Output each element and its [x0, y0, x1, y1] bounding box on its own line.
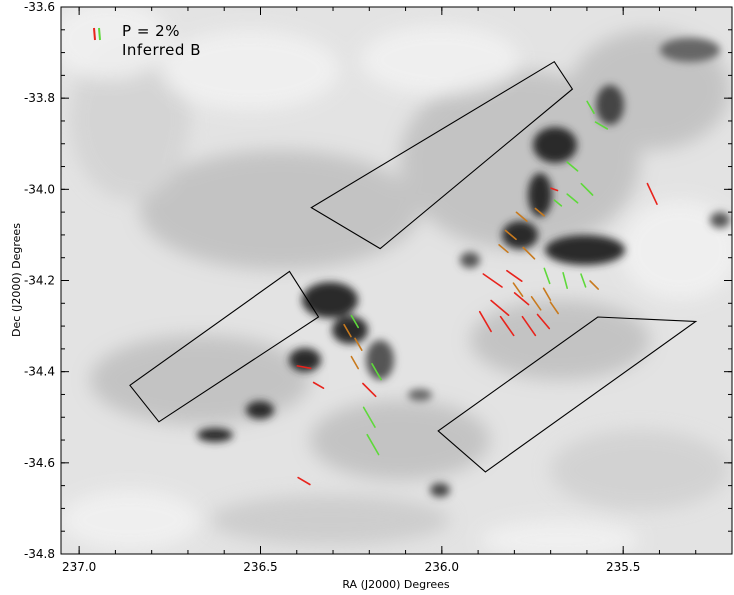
vector-orange-23 [534, 207, 545, 217]
vector-orange-40 [498, 244, 509, 254]
legend-green-bar [98, 27, 101, 41]
vector-red-17 [499, 315, 515, 337]
vector-green-34 [566, 193, 579, 204]
vector-green-35 [594, 121, 609, 130]
vector-green-9 [362, 406, 376, 428]
y-axis-title: Dec (J2000) Degrees [10, 223, 23, 337]
vector-green-8 [371, 362, 382, 381]
vector-orange-26 [530, 295, 542, 311]
axis-ticks: 237.0 236.5 236.0 235.5 -33.6 -33.8 -34.0 -34.2… [24, 0, 733, 574]
vector-red-14 [490, 299, 510, 317]
vector-green-37 [553, 199, 563, 207]
vector-orange-6 [350, 355, 360, 370]
vector-orange-28 [589, 280, 600, 290]
polarization-vectors [296, 100, 658, 486]
vector-green-36 [586, 100, 595, 114]
vector-red-11 [297, 476, 311, 486]
vector-orange-25 [512, 282, 524, 298]
dust-emission-background [61, 7, 732, 554]
y-tick-label: -33.8 [24, 91, 55, 105]
vector-green-10 [366, 433, 380, 456]
vector-green-30 [562, 271, 569, 290]
x-axis-title: RA (J2000) Degrees [342, 578, 450, 591]
vector-green-31 [580, 273, 587, 288]
region-boxes [129, 60, 698, 473]
x-tick-label: 235.5 [606, 560, 640, 574]
legend: P = 2% Inferred B [93, 22, 201, 59]
vector-orange-20 [515, 211, 528, 222]
y-tick-label: -34.2 [24, 274, 55, 288]
vector-red-15 [513, 292, 530, 306]
vector-red-18 [521, 315, 537, 337]
y-tick-label: -34.8 [24, 547, 55, 561]
vector-red-13 [506, 269, 523, 283]
x-tick-label: 237.0 [62, 560, 96, 574]
vector-orange-22 [522, 246, 536, 260]
vector-green-29 [543, 267, 551, 285]
vector-orange-21 [504, 229, 517, 241]
vector-orange-4 [343, 323, 352, 338]
vector-red-19 [536, 313, 551, 330]
legend-entry-inferred-b: Inferred B [122, 41, 201, 59]
x-tick-label: 236.5 [243, 560, 277, 574]
vector-green-7 [350, 314, 360, 329]
vector-green-32 [566, 161, 579, 172]
vector-orange-27 [549, 301, 560, 315]
vector-green-33 [580, 182, 594, 196]
region-box-1 [310, 60, 574, 250]
region-box-3 [437, 316, 698, 473]
y-tick-label: -34.0 [24, 182, 55, 196]
vector-red-12 [482, 273, 503, 288]
vector-red-2 [312, 381, 325, 390]
vector-red-16 [478, 310, 492, 333]
vector-red-38 [646, 182, 658, 205]
legend-red-bar [93, 27, 96, 41]
y-tick-label: -34.4 [24, 365, 55, 379]
vector-orange-5 [354, 337, 363, 352]
vector-orange-24 [542, 287, 552, 301]
y-tick-label: -34.6 [24, 456, 55, 470]
vector-red-39 [550, 187, 559, 192]
vector-red-3 [362, 382, 377, 398]
x-tick-label: 236.0 [425, 560, 459, 574]
y-tick-label: -33.6 [24, 0, 55, 14]
vector-red-1 [296, 365, 312, 370]
region-box-2 [129, 270, 320, 423]
legend-entry-polarization: P = 2% [122, 22, 180, 40]
